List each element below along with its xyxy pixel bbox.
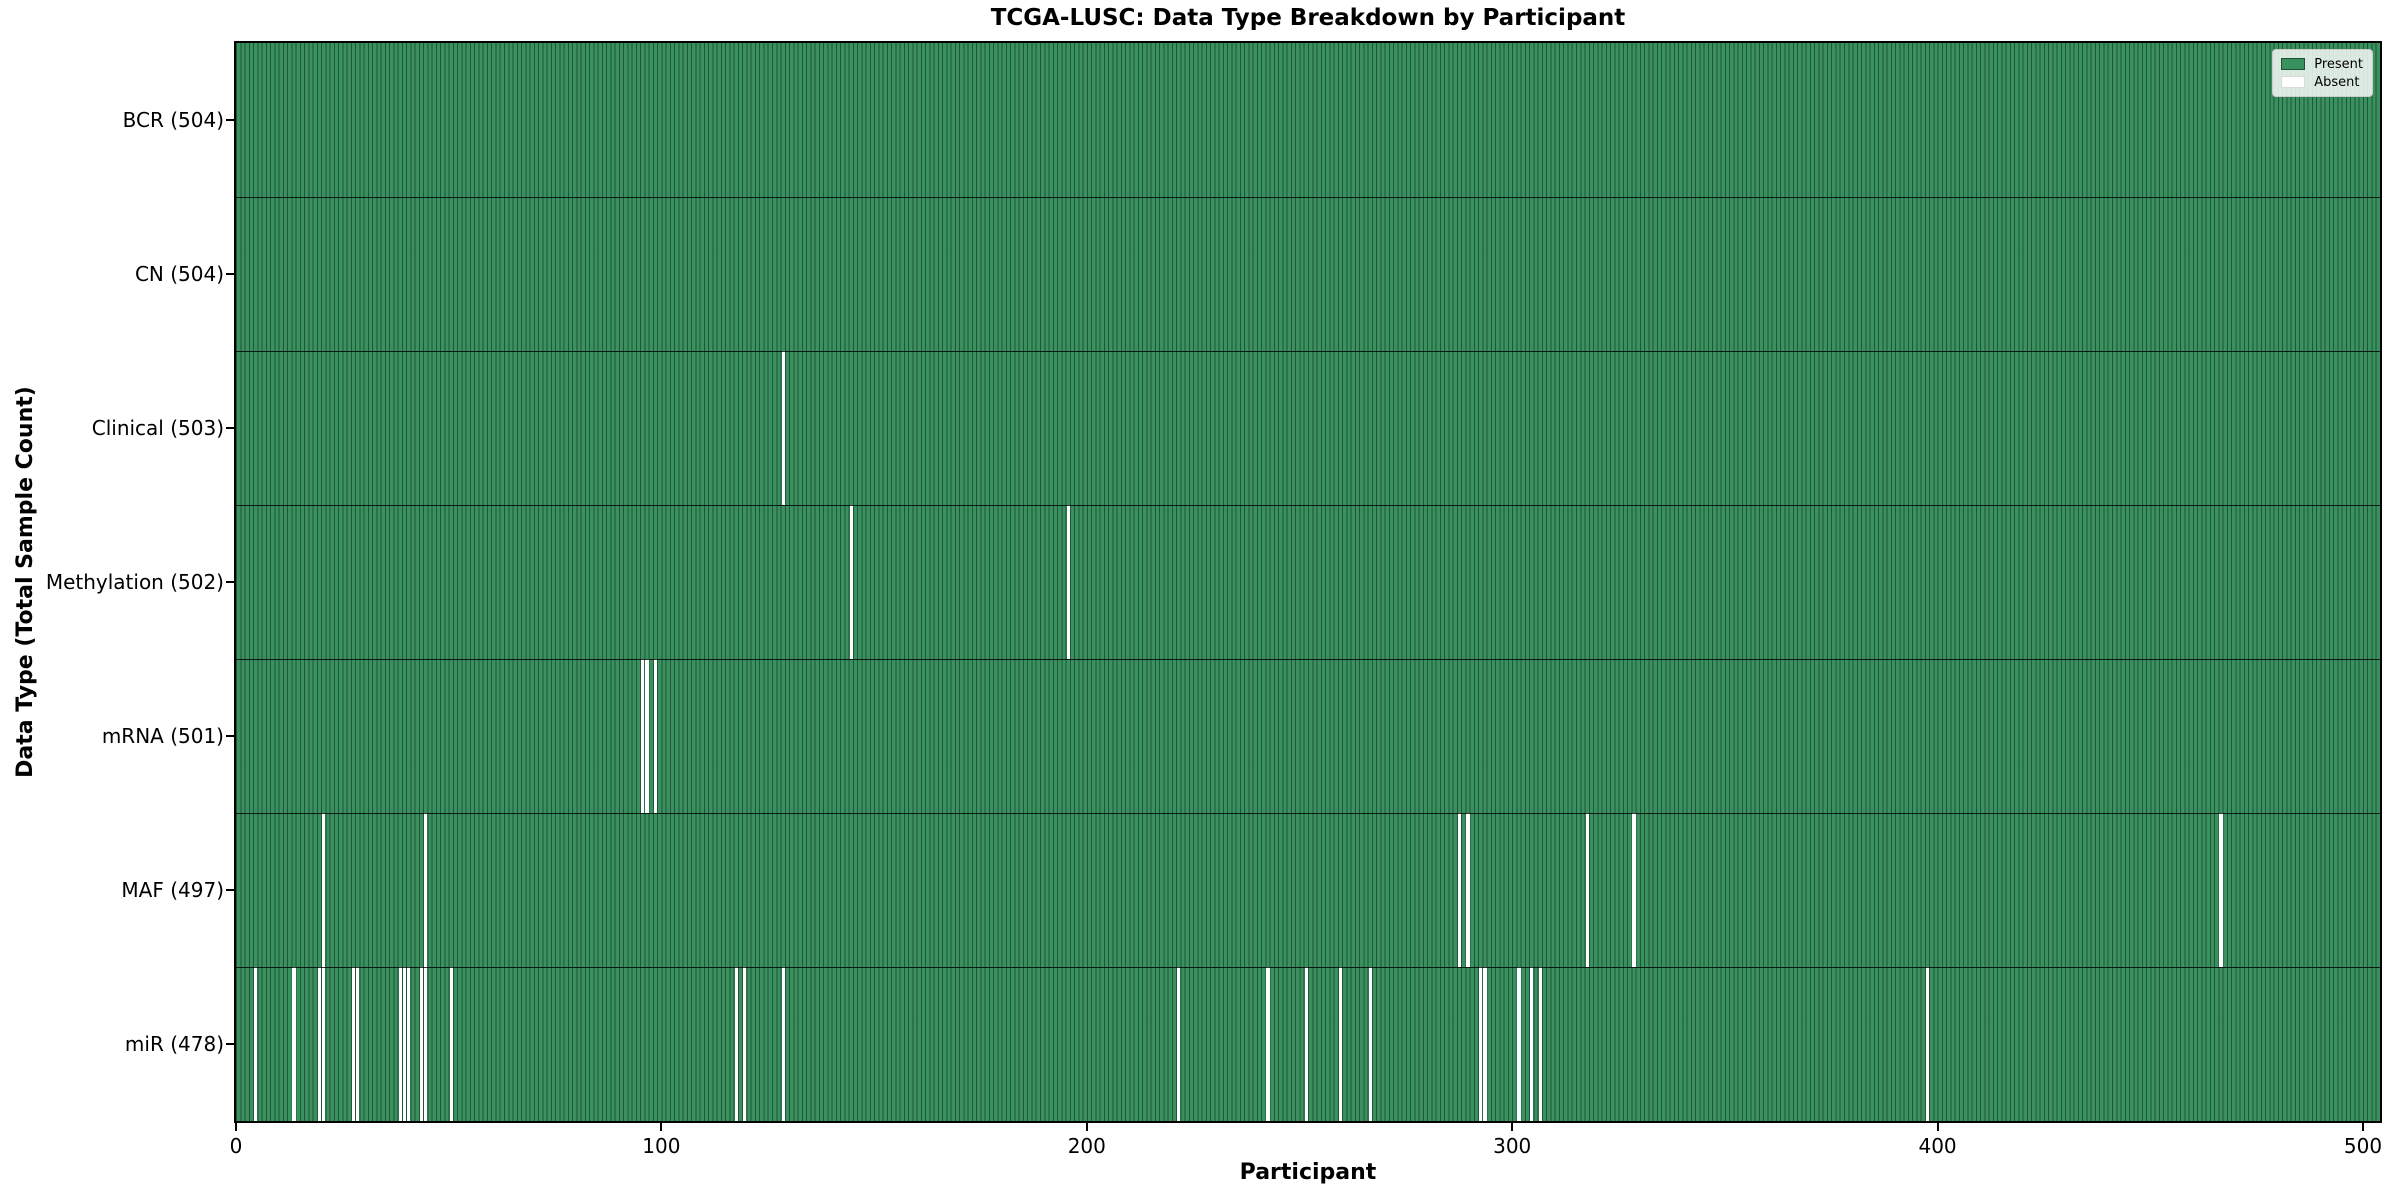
row-divider [236,813,2380,814]
absent-cell-MAF-289 [1466,813,1470,967]
absent-cell-MAF-466 [2219,813,2223,967]
absent-cell-miR-397 [1925,967,1930,1121]
row-divider [236,197,2380,198]
absent-cell-miR-4 [254,967,258,1121]
absent-cell-miR-13 [292,967,296,1121]
absent-cell-miR-221 [1177,967,1181,1121]
x-tick-label: 200 [1067,1134,1106,1158]
absent-cell-MAF-20 [322,813,326,967]
x-axis-title: Participant [1239,1160,1377,1185]
y-tick-mark [226,735,234,737]
absent-cell-miR-242 [1266,967,1270,1121]
absent-cell-miR-266 [1368,967,1372,1121]
absent-cell-miR-128 [781,967,785,1121]
absent-cell-miR-40 [407,967,411,1121]
absent-cell-miR-251 [1304,967,1308,1121]
absent-cell-MAF-328 [1632,813,1636,967]
absent-cell-miR-50 [449,967,453,1121]
row-miR [236,967,2380,1121]
row-divider [236,659,2380,660]
y-tick-mark [226,889,234,891]
absent-cell-miR-19 [317,967,322,1121]
legend-label-present: Present [2314,56,2363,72]
row-CN [236,197,2380,351]
y-tick-label-Methylation: Methylation (502) [45,570,224,594]
y-tick-mark [226,119,234,121]
row-divider [236,967,2380,968]
legend-swatch-present-icon [2281,58,2306,70]
x-tick-mark [660,1123,663,1131]
absent-cell-miR-44 [424,967,428,1121]
x-tick-mark [1936,1123,1939,1131]
absent-cell-Methylation-144 [849,505,853,659]
y-tick-label-MAF: MAF (497) [121,878,224,902]
row-Clinical [236,351,2380,505]
plot-area: Present Absent [234,41,2382,1123]
absent-cell-Methylation-195 [1066,505,1070,659]
absent-cell-miR-20 [322,967,326,1121]
row-mRNA [236,659,2380,813]
row-Methylation [236,505,2380,659]
absent-cell-miR-293 [1483,967,1487,1121]
x-tick-label: 300 [1493,1134,1532,1158]
y-tick-label-mRNA: mRNA (501) [101,724,224,748]
y-tick-mark [226,1043,234,1045]
y-tick-mark [226,581,234,583]
legend: Present Absent [2272,49,2373,97]
row-divider [236,505,2380,506]
row-BCR [236,43,2380,197]
x-tick-mark [2361,1123,2364,1131]
x-tick-label: 0 [229,1134,243,1158]
absent-cell-miR-306 [1538,967,1542,1121]
x-tick-mark [235,1123,237,1131]
absent-cell-Clinical-128 [781,351,785,505]
absent-cell-MAF-317 [1585,813,1589,967]
legend-swatch-absent-icon [2281,76,2306,88]
absent-cell-miR-27 [351,967,356,1121]
absent-cell-mRNA-95 [641,659,645,813]
y-tick-mark [226,427,234,429]
x-tick-label: 500 [2343,1134,2383,1158]
absent-cell-miR-117 [734,967,738,1121]
absent-cell-MAF-44 [424,813,428,967]
absent-cell-miR-39 [402,967,407,1121]
legend-item-present: Present [2281,55,2363,73]
y-tick-label-Clinical: Clinical (503) [91,416,224,440]
x-tick-label: 400 [1918,1134,1957,1158]
absent-cell-mRNA-96 [645,659,649,813]
absent-cell-MAF-287 [1457,813,1462,967]
x-tick-mark [1085,1123,1088,1131]
y-tick-label-miR: miR (478) [124,1032,224,1056]
y-tick-label-CN: CN (504) [134,262,224,286]
legend-item-absent: Absent [2281,73,2363,91]
absent-cell-miR-259 [1338,967,1343,1121]
absent-cell-mRNA-98 [653,659,658,813]
absent-cell-miR-292 [1479,967,1483,1121]
x-tick-label: 100 [642,1134,681,1158]
y-tick-label-BCR: BCR (504) [122,108,224,132]
absent-cell-miR-301 [1517,967,1521,1121]
absent-cell-miR-38 [398,967,402,1121]
row-MAF [236,813,2380,967]
legend-label-absent: Absent [2314,74,2360,90]
absent-cell-miR-119 [743,967,747,1121]
absent-cell-miR-304 [1530,967,1534,1121]
y-tick-mark [226,273,234,275]
x-tick-mark [1511,1123,1514,1131]
absent-cell-miR-28 [356,967,360,1121]
chart-title: TCGA-LUSC: Data Type Breakdown by Partic… [990,5,1626,31]
absent-cell-miR-43 [419,967,424,1121]
row-divider [236,351,2380,352]
